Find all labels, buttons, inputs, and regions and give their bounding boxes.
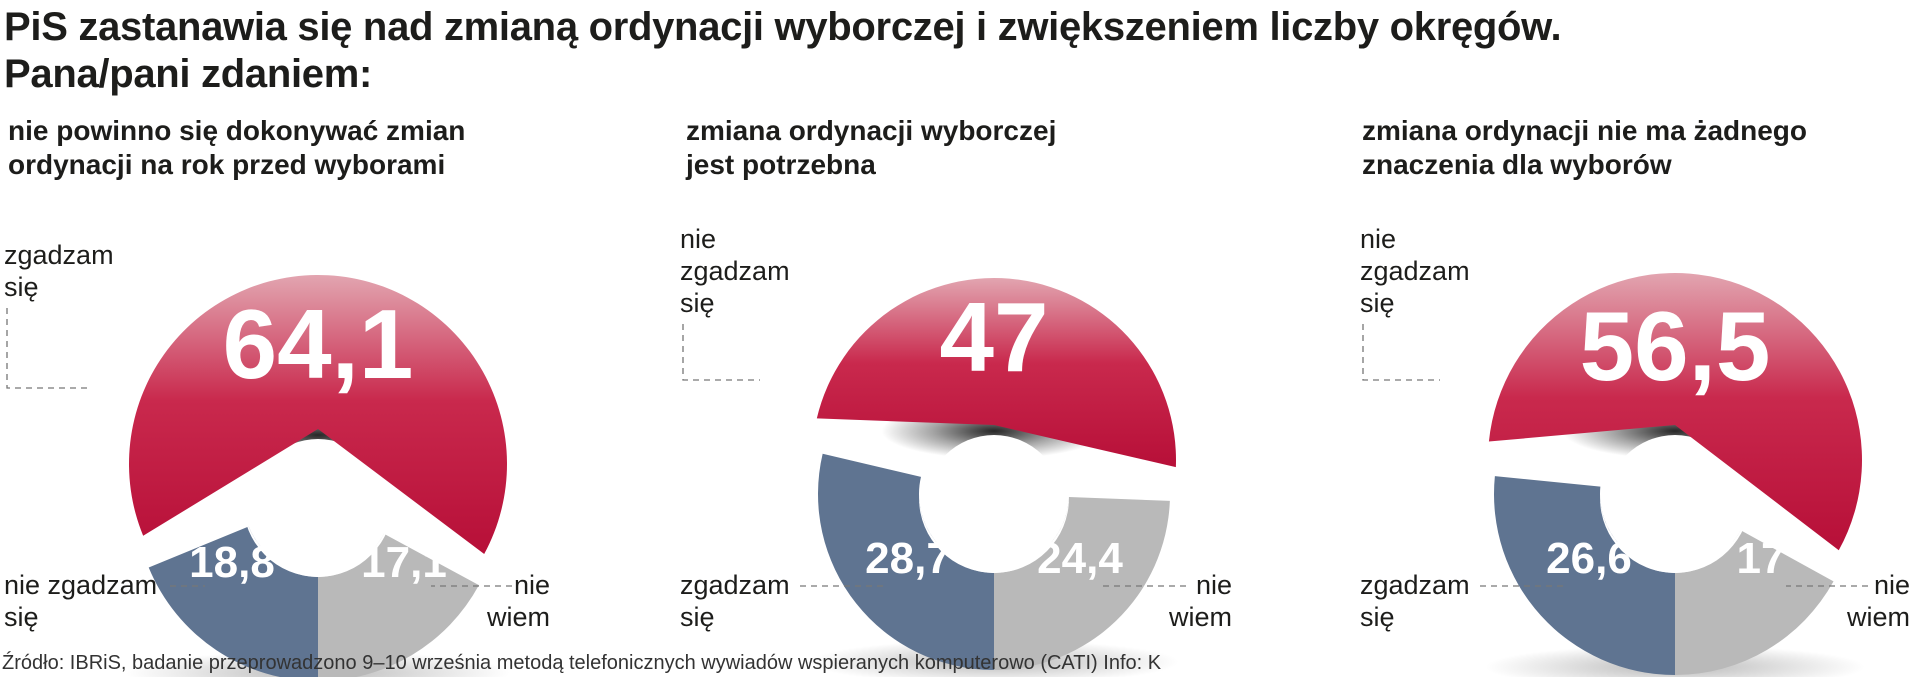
donut-chart-3: zmiana ordynacji nie ma żadnego znaczenia… [1360, 115, 1910, 677]
left-label-line: się [680, 602, 715, 632]
right-value: 24,4 [1037, 534, 1123, 583]
slice-left [148, 526, 318, 677]
right-value: 17 [1737, 534, 1786, 583]
left-label-line: się [4, 602, 39, 632]
slice-right [994, 496, 1170, 670]
right-label-line: wiem [486, 602, 550, 632]
slice-highlight [816, 277, 1176, 468]
right-value: 17,1 [361, 538, 447, 587]
source-note: Źródło: IBRiS, badanie przeprowadzono 9–… [2, 652, 1162, 674]
chart-title-line: zmiana ordynacji nie ma żadnego [1362, 115, 1807, 146]
right-label: nie wiem [486, 570, 550, 632]
left-label-line: zgadzam [680, 570, 790, 600]
chart-title: zmiana ordynacji nie ma żadnego znaczenia… [1362, 115, 1807, 180]
highlight-value: 64,1 [223, 289, 414, 399]
highlight-label-line: się [680, 288, 715, 318]
headline-line-1: PiS zastanawia się nad zmianą ordynacji … [4, 5, 1562, 49]
donut-chart-1: nie powinno się dokonywać zmian ordynacji… [4, 115, 550, 677]
donut-hole-center [1606, 435, 1744, 573]
slice-left [818, 453, 994, 670]
left-label: zgadzam się [1360, 570, 1470, 632]
headline-line-2: Pana/pani zdaniem: [4, 52, 373, 96]
left-label-line: się [1360, 602, 1395, 632]
left-label: zgadzam się [680, 570, 790, 632]
left-value: 18,8 [189, 538, 275, 587]
highlight-label: nie zgadzam się [1360, 224, 1470, 318]
highlight-leader [682, 324, 760, 381]
highlight-label-line: zgadzam [680, 256, 790, 286]
right-label-line: nie [514, 570, 550, 600]
donut-hole-center [249, 439, 387, 577]
slice-left [1494, 476, 1675, 675]
chart-title: nie powinno się dokonywać zmian ordynacji… [8, 115, 465, 180]
left-label: nie zgadzam się [4, 570, 157, 632]
highlight-label: nie zgadzam się [680, 224, 790, 318]
highlight-label-line: nie [680, 224, 716, 254]
left-value: 28,7 [865, 534, 951, 583]
slice-right [1675, 530, 1834, 675]
right-label: nie wiem [1846, 570, 1910, 632]
highlight-value: 47 [939, 282, 1048, 392]
highlight-leader [6, 308, 92, 389]
donut-chart-2: zmiana ordynacji wyborczej jest potrzebna… [680, 115, 1232, 677]
slice-highlight [128, 275, 508, 555]
chart-title-line: nie powinno się dokonywać zmian [8, 115, 465, 146]
right-label-line: nie [1196, 570, 1232, 600]
highlight-label-line: zgadzam [4, 240, 114, 270]
right-label-line: wiem [1846, 602, 1910, 632]
chart-title-line: zmiana ordynacji wyborczej [686, 115, 1056, 146]
left-value: 26,6 [1546, 534, 1632, 583]
headline: PiS zastanawia się nad zmianą ordynacji … [4, 4, 1562, 98]
highlight-label-line: się [1360, 288, 1395, 318]
right-label: nie wiem [1168, 570, 1232, 632]
right-label-line: nie [1874, 570, 1910, 600]
chart-title-line: znaczenia dla wyborów [1362, 149, 1672, 180]
chart-title-line: jest potrzebna [685, 149, 876, 180]
right-label-line: wiem [1168, 602, 1232, 632]
highlight-label-line: się [4, 272, 39, 302]
left-label-line: nie zgadzam [4, 570, 157, 600]
left-label-line: zgadzam [1360, 570, 1470, 600]
chart-title: zmiana ordynacji wyborczej jest potrzebna [685, 115, 1056, 180]
donut-hole-center [925, 435, 1063, 573]
chart-title-line: ordynacji na rok przed wyborami [8, 149, 445, 180]
highlight-label-line: nie [1360, 224, 1396, 254]
highlight-label-line: zgadzam [1360, 256, 1470, 286]
slice-right [318, 533, 479, 677]
highlight-leader [1362, 324, 1440, 381]
highlight-label: zgadzam się [4, 240, 114, 302]
highlight-value: 56,5 [1580, 291, 1771, 401]
slice-highlight [1488, 273, 1862, 551]
